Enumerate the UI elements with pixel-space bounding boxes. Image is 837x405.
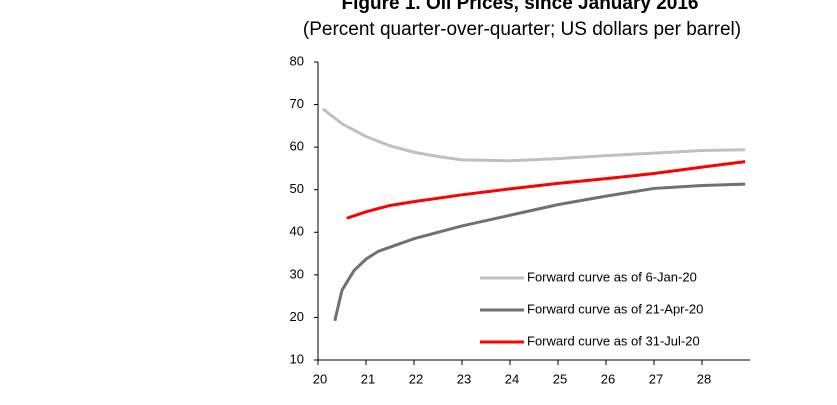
x-tick-label: 28 — [697, 371, 711, 386]
y-tick-label: 40 — [290, 224, 304, 239]
y-tick-label: 60 — [290, 139, 304, 154]
x-tick-label: 22 — [409, 371, 423, 386]
chart-title: Figure 1. Oil Prices, since January 2016 — [342, 0, 699, 14]
y-tick-label: 10 — [290, 351, 304, 366]
y-tick-label: 80 — [290, 53, 304, 68]
y-tick-label: 20 — [290, 309, 304, 324]
x-tick-label: 20 — [313, 371, 327, 386]
legend-label: Forward curve as of 6-Jan-20 — [527, 269, 697, 284]
y-tick-label: 70 — [290, 96, 304, 111]
line — [321, 107, 746, 163]
x-tick-label: 25 — [553, 371, 567, 386]
chart-subtitle: (Percent quarter-over-quarter; US dollar… — [303, 19, 741, 40]
line — [346, 160, 746, 220]
y-tick-label: 30 — [290, 266, 304, 281]
legend-label: Forward curve as of 31-Jul-20 — [527, 333, 700, 348]
line — [333, 182, 746, 322]
x-tick-label: 21 — [361, 371, 375, 386]
x-tick-label: 26 — [601, 371, 615, 386]
x-tick-label: 24 — [505, 371, 519, 386]
y-tick-label: 50 — [290, 181, 304, 196]
legend-label: Forward curve as of 21-Apr-20 — [527, 301, 703, 316]
x-tick-label: 27 — [649, 371, 663, 386]
x-tick-label: 23 — [457, 371, 471, 386]
